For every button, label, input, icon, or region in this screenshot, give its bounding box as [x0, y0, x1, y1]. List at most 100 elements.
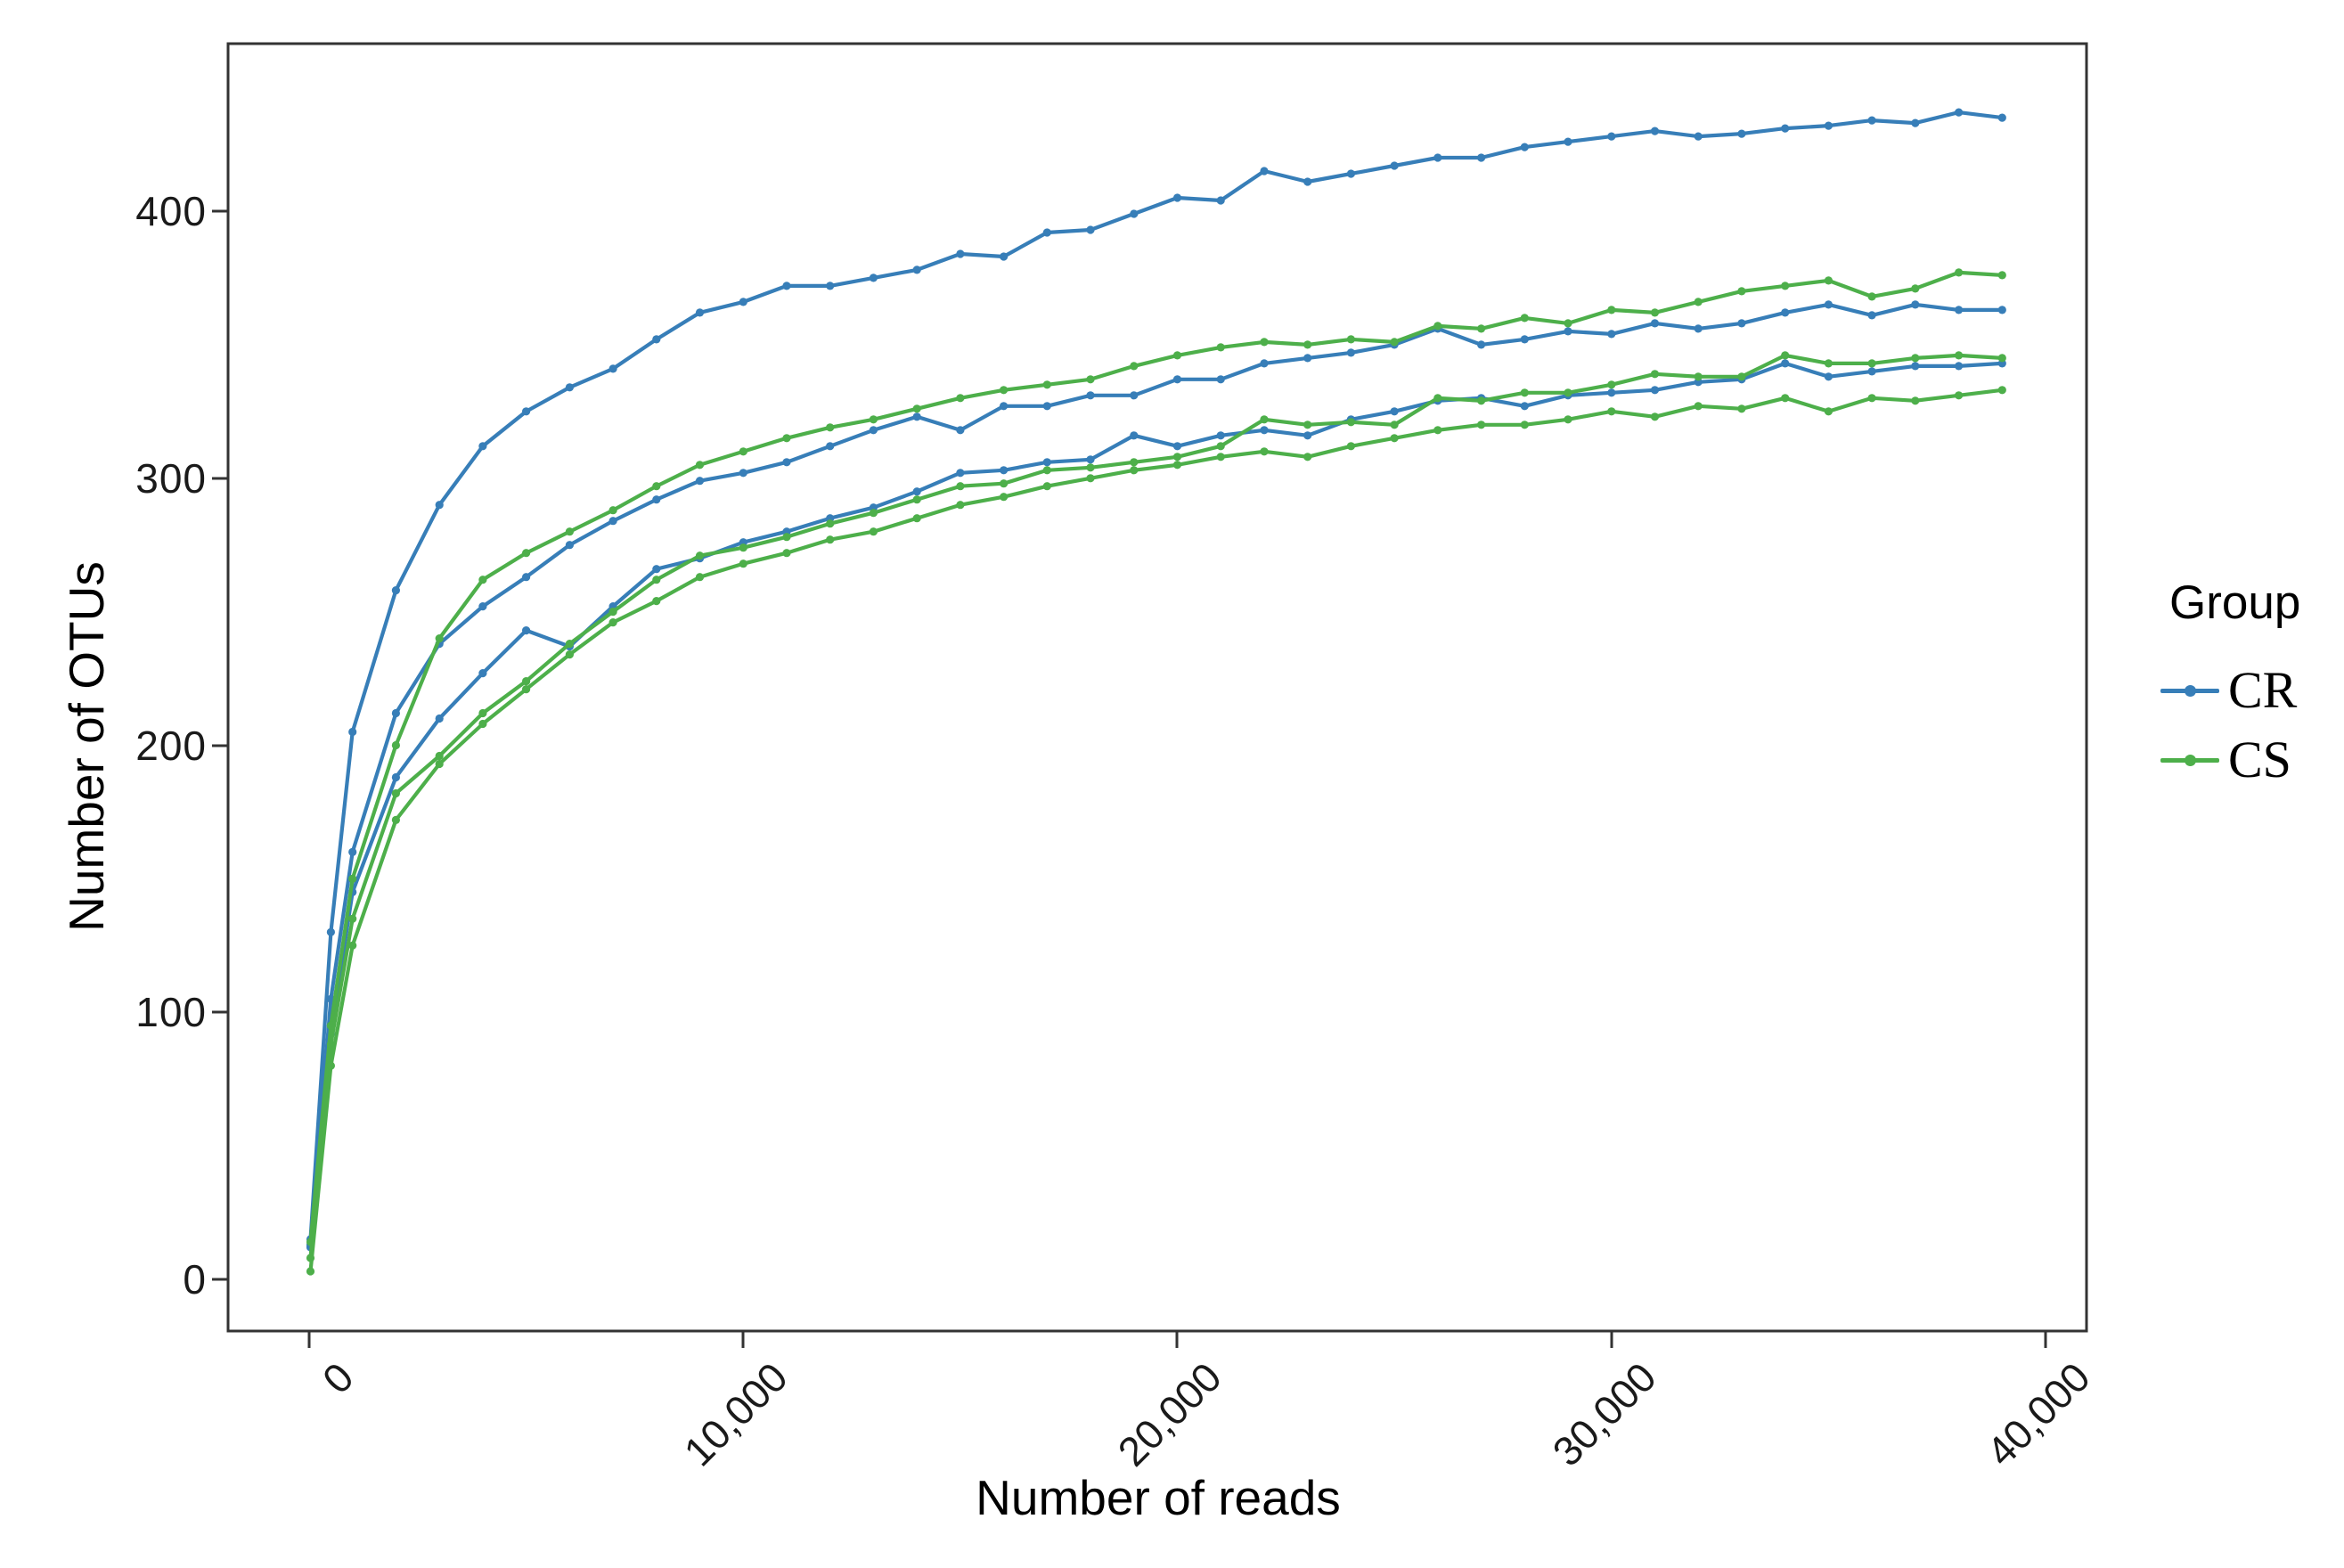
data-point	[1650, 127, 1660, 135]
data-point	[1997, 354, 2006, 363]
y-tick-label-400: 400	[135, 188, 207, 234]
data-point	[1867, 116, 1876, 125]
data-point	[478, 602, 487, 611]
data-point	[869, 274, 878, 282]
data-point	[1130, 391, 1139, 400]
data-point	[391, 772, 400, 782]
data-point	[1955, 306, 1964, 314]
data-point	[869, 426, 878, 435]
data-point	[565, 383, 575, 392]
data-point	[1520, 335, 1529, 344]
data-point	[1737, 129, 1746, 138]
data-point	[1346, 348, 1355, 357]
data-point	[1000, 493, 1009, 502]
legend: Group CR CS	[2160, 577, 2344, 786]
data-point	[1607, 380, 1616, 389]
data-point	[435, 634, 444, 643]
data-point	[739, 559, 747, 568]
data-point	[1737, 404, 1746, 413]
data-point	[1955, 108, 1964, 117]
data-point	[1216, 453, 1225, 461]
data-point	[782, 458, 791, 467]
data-point	[826, 423, 835, 432]
data-point	[652, 495, 661, 504]
data-point	[478, 719, 487, 729]
data-point	[1390, 161, 1399, 170]
data-point	[1911, 300, 1920, 309]
data-point	[1867, 292, 1876, 301]
data-point	[435, 501, 444, 510]
data-point	[1477, 153, 1486, 162]
data-point	[1042, 466, 1051, 475]
legend-label-cs: CS	[2228, 731, 2291, 788]
x-axis-ticks	[307, 1331, 2047, 1348]
data-point	[608, 618, 617, 627]
y-axis-title: Number of OTUs	[59, 561, 114, 932]
data-point	[1824, 372, 1833, 381]
data-point	[478, 442, 487, 451]
data-point	[1216, 431, 1225, 440]
data-point	[1172, 193, 1182, 202]
data-point	[1042, 380, 1051, 389]
data-point	[1390, 407, 1399, 416]
data-point	[1086, 455, 1095, 464]
data-point	[306, 1267, 315, 1276]
data-point	[782, 549, 791, 558]
data-point	[1172, 461, 1182, 470]
data-point	[1260, 426, 1269, 435]
data-point	[1303, 340, 1312, 349]
data-point	[956, 394, 965, 403]
data-point	[1172, 442, 1182, 451]
data-point	[1564, 319, 1572, 328]
data-point	[1867, 367, 1876, 376]
plot-panel-border	[226, 42, 2088, 1333]
data-point	[348, 914, 357, 923]
data-point	[348, 941, 357, 950]
data-point	[1216, 196, 1225, 205]
data-point	[1520, 402, 1529, 411]
data-point	[1172, 351, 1182, 360]
data-point	[522, 685, 531, 694]
data-point	[695, 573, 705, 582]
data-point	[1000, 479, 1009, 488]
y-tick-label-100: 100	[135, 989, 207, 1035]
data-point	[1086, 375, 1095, 384]
data-point	[565, 541, 575, 550]
data-point	[1303, 453, 1312, 461]
data-point	[652, 565, 661, 574]
data-point	[912, 265, 921, 274]
data-point	[1346, 418, 1355, 427]
data-point	[1781, 282, 1790, 290]
data-point	[869, 415, 878, 424]
data-point	[1650, 308, 1660, 317]
data-point	[1955, 351, 1964, 360]
data-point	[1694, 324, 1703, 333]
data-point	[1997, 271, 2006, 280]
data-point	[869, 527, 878, 536]
data-point	[1042, 458, 1051, 467]
data-point	[652, 482, 661, 491]
data-point	[1824, 359, 1833, 368]
data-point	[1520, 421, 1529, 429]
data-point	[1130, 431, 1139, 440]
data-point	[522, 677, 531, 686]
data-point	[522, 626, 531, 635]
data-point	[1433, 426, 1442, 435]
data-point	[1303, 421, 1312, 429]
data-point	[348, 847, 357, 857]
data-point	[1824, 300, 1833, 309]
data-point	[522, 549, 531, 558]
data-point	[1303, 354, 1312, 363]
data-point	[348, 874, 357, 884]
data-point	[1130, 362, 1139, 371]
data-point	[1911, 354, 1920, 363]
legend-key-cs	[2160, 752, 2219, 768]
data-point	[1781, 394, 1790, 403]
series-markers-CS-3	[306, 386, 2006, 1276]
data-point	[912, 412, 921, 421]
data-point	[956, 249, 965, 258]
legend-title: Group	[2169, 576, 2301, 629]
data-point	[1086, 225, 1095, 234]
data-point	[1781, 308, 1790, 317]
